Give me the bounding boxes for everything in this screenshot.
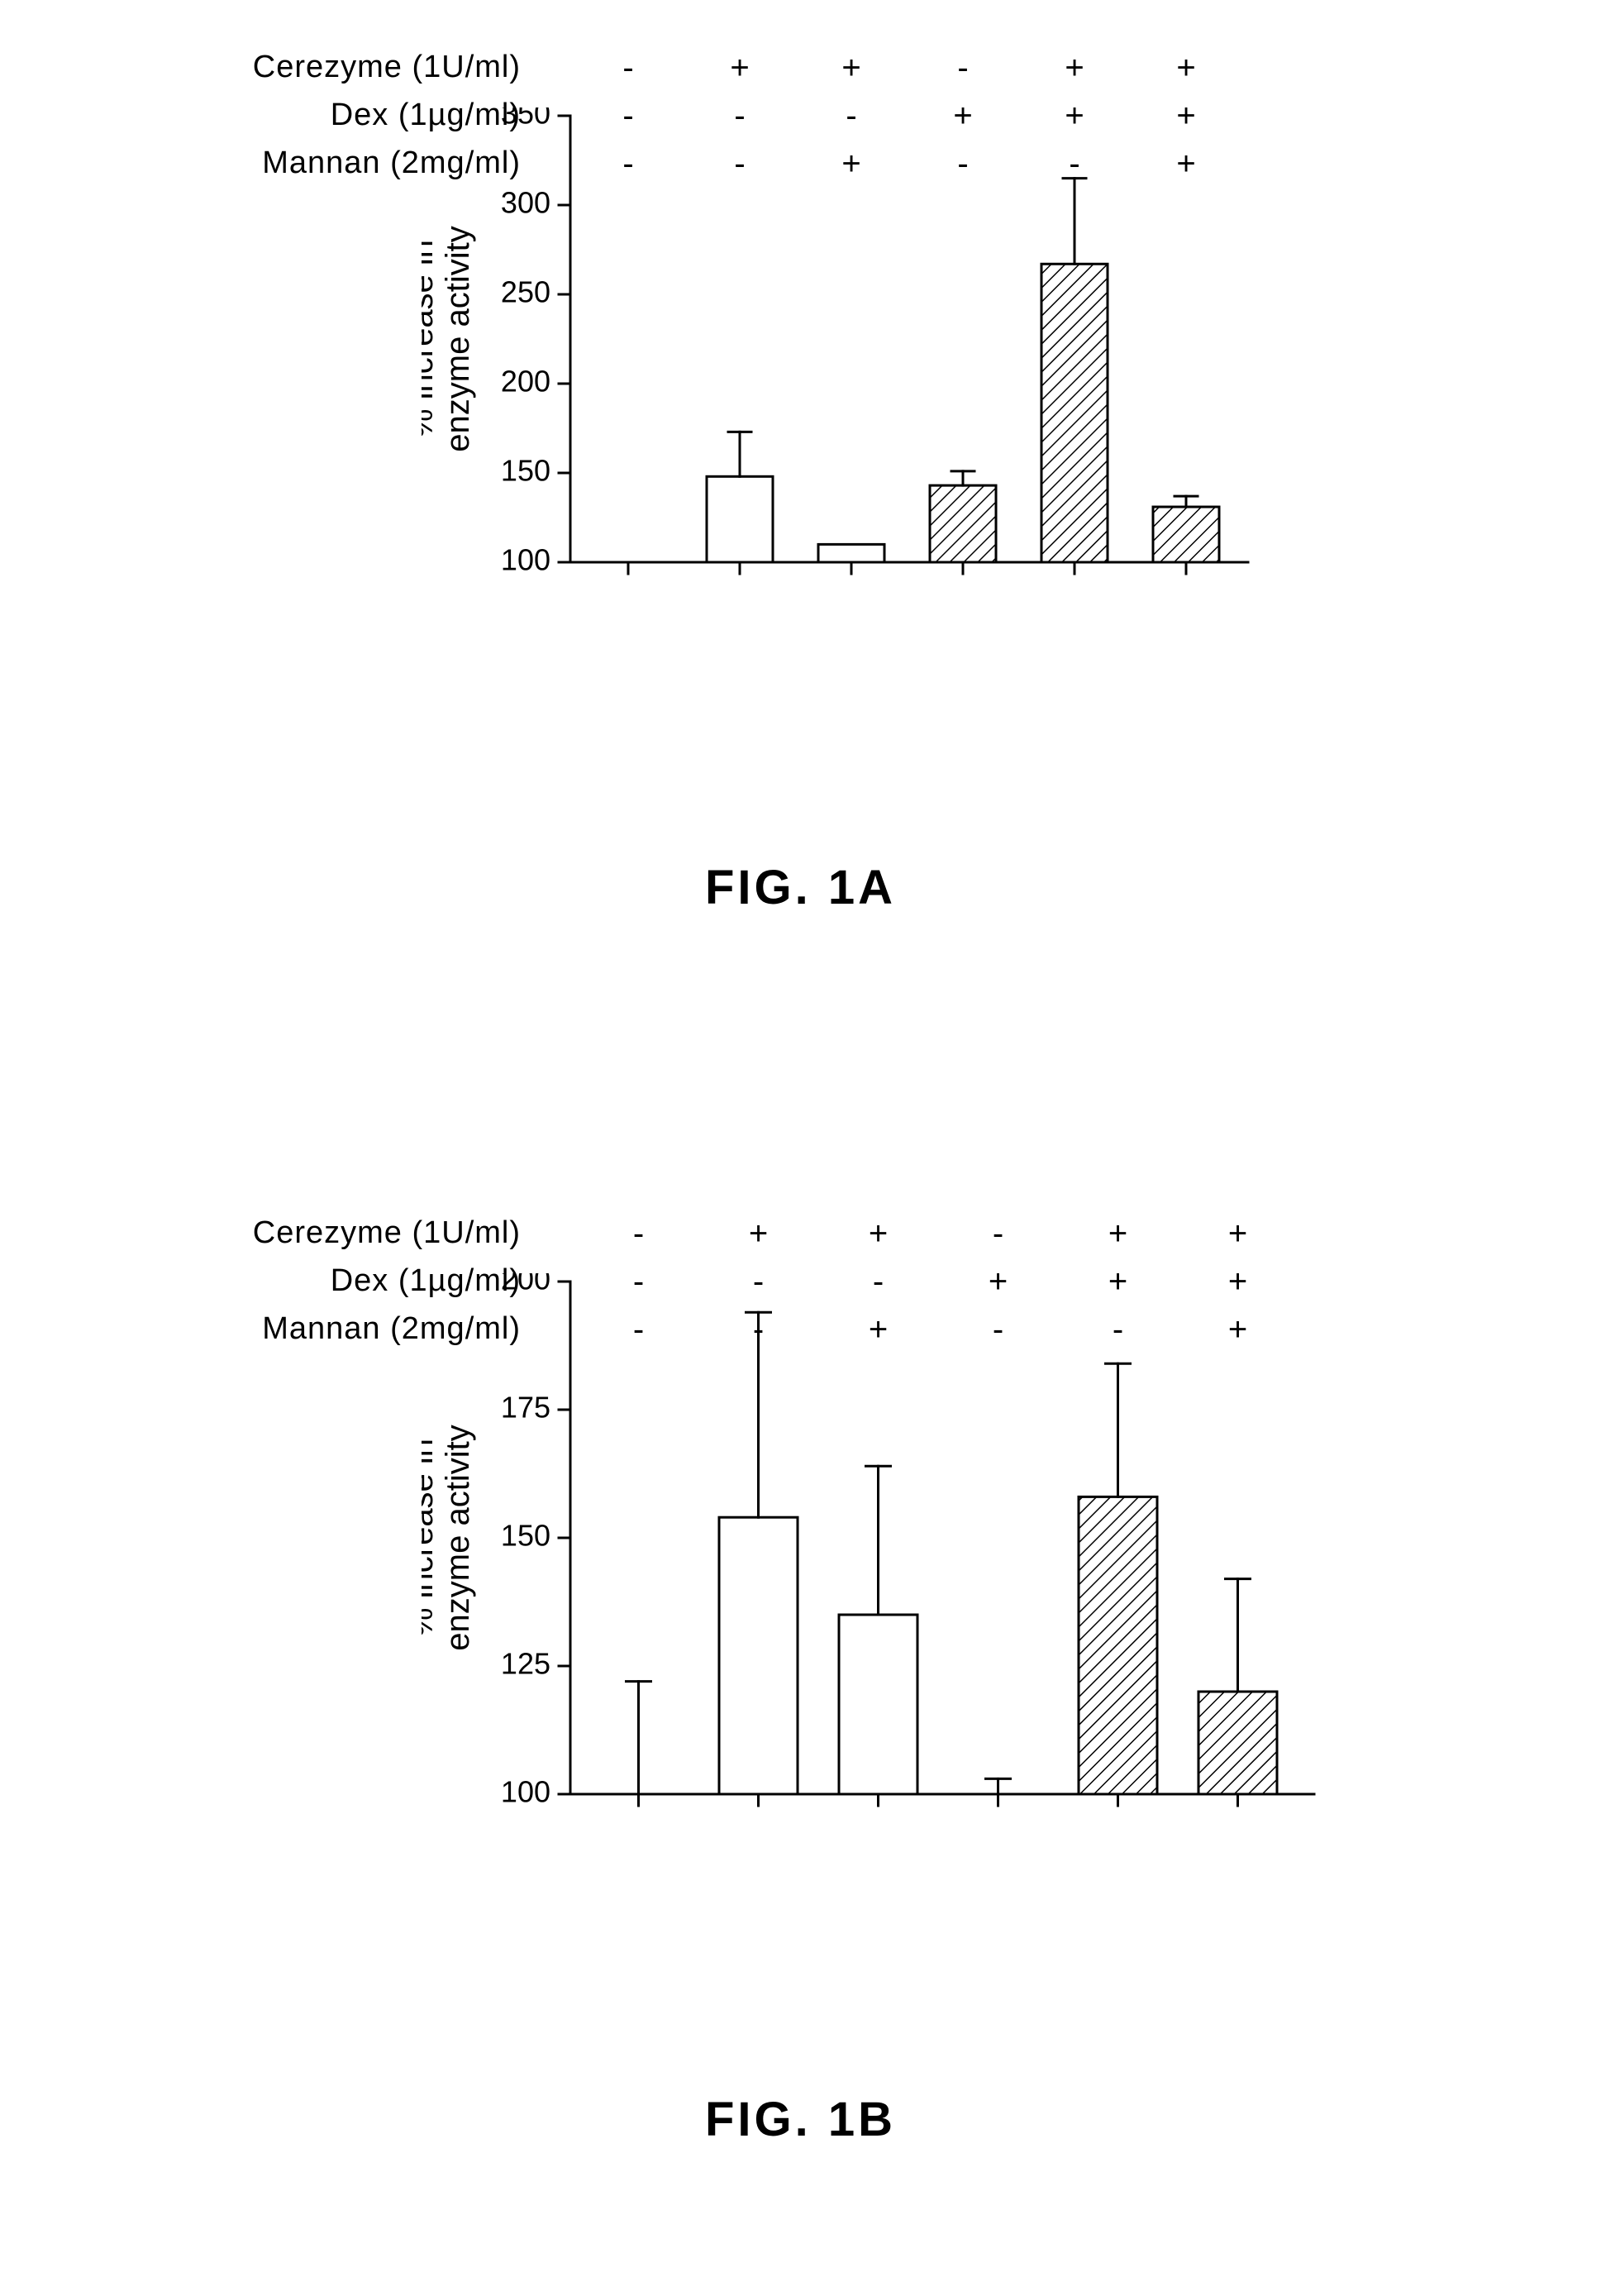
treatment-cell: + — [738, 1215, 779, 1253]
treatment-cell: + — [942, 98, 984, 135]
figure-caption-1b: FIG. 1B — [0, 2092, 1601, 2147]
y-axis-label: % increase inenzyme activity — [422, 226, 476, 451]
figure-caption-1a: FIG. 1A — [0, 860, 1601, 915]
ytick-label: 100 — [501, 1775, 550, 1809]
treatment-cell: - — [618, 1311, 660, 1348]
treatment-cell: - — [608, 50, 649, 87]
treatment-label: Dex (1µg/ml) — [0, 1263, 521, 1299]
treatment-cell: - — [618, 1215, 660, 1253]
ytick-label: 125 — [501, 1647, 550, 1681]
treatment-cell: + — [978, 1263, 1019, 1301]
treatment-cell: - — [978, 1215, 1019, 1253]
treatment-cell: - — [618, 1263, 660, 1301]
bar — [1041, 264, 1108, 562]
treatment-cell: + — [1165, 50, 1207, 87]
treatment-cell: - — [608, 146, 649, 183]
bar — [1079, 1496, 1157, 1794]
treatment-label: Mannan (2mg/ml) — [0, 1311, 521, 1347]
ytick-label: 150 — [501, 1519, 550, 1553]
treatment-label: Cerezyme (1U/ml) — [0, 1215, 521, 1251]
treatment-cell: - — [738, 1311, 779, 1348]
ytick-label: 100 — [501, 543, 550, 577]
y-axis-label: % increase inenzyme activity — [422, 1425, 476, 1650]
treatment-cell: - — [1054, 146, 1095, 183]
bar — [839, 1615, 917, 1794]
bar — [1153, 507, 1219, 562]
treatment-cell: + — [858, 1215, 899, 1253]
treatment-cell: + — [1217, 1311, 1259, 1348]
treatment-cell: - — [942, 146, 984, 183]
figure-block-1b: 100125150175200% increase inenzyme activ… — [0, 1215, 1601, 2042]
bar — [818, 544, 884, 562]
treatment-cell: - — [942, 50, 984, 87]
treatment-cell: - — [719, 98, 760, 135]
bar — [1198, 1692, 1277, 1794]
chart-svg: 100125150175200% increase inenzyme activ… — [422, 1273, 1347, 1811]
treatment-cell: - — [858, 1263, 899, 1301]
treatment-cell: + — [831, 146, 872, 183]
treatment-label: Mannan (2mg/ml) — [0, 146, 521, 181]
treatment-cell: + — [1217, 1215, 1259, 1253]
treatment-cell: + — [1165, 98, 1207, 135]
treatment-cell: + — [1165, 146, 1207, 183]
treatment-cell: + — [719, 50, 760, 87]
ytick-label: 150 — [501, 454, 550, 488]
treatment-cell: - — [738, 1263, 779, 1301]
treatment-cell: - — [831, 98, 872, 135]
treatment-cell: + — [1054, 98, 1095, 135]
treatment-cell: - — [608, 98, 649, 135]
treatment-label: Dex (1µg/ml) — [0, 98, 521, 133]
ytick-label: 300 — [501, 186, 550, 220]
treatment-cell: + — [831, 50, 872, 87]
figure-block-1a: 100150200250300350% increase inenzyme ac… — [0, 50, 1601, 876]
treatment-cell: + — [858, 1311, 899, 1348]
bar — [930, 485, 996, 562]
ytick-label: 250 — [501, 275, 550, 309]
treatment-cell: + — [1098, 1263, 1139, 1301]
treatment-label: Cerezyme (1U/ml) — [0, 50, 521, 85]
treatment-cell: + — [1054, 50, 1095, 87]
bar — [707, 476, 773, 562]
treatment-cell: - — [1098, 1311, 1139, 1348]
ytick-label: 200 — [501, 365, 550, 399]
treatment-cell: + — [1217, 1263, 1259, 1301]
chart-1b: 100125150175200% increase inenzyme activ… — [422, 1273, 1347, 1815]
bar — [719, 1517, 798, 1794]
page: 100150200250300350% increase inenzyme ac… — [0, 0, 1601, 2296]
treatment-cell: - — [978, 1311, 1019, 1348]
treatment-cell: + — [1098, 1215, 1139, 1253]
ytick-label: 175 — [501, 1391, 550, 1425]
treatment-cell: - — [719, 146, 760, 183]
